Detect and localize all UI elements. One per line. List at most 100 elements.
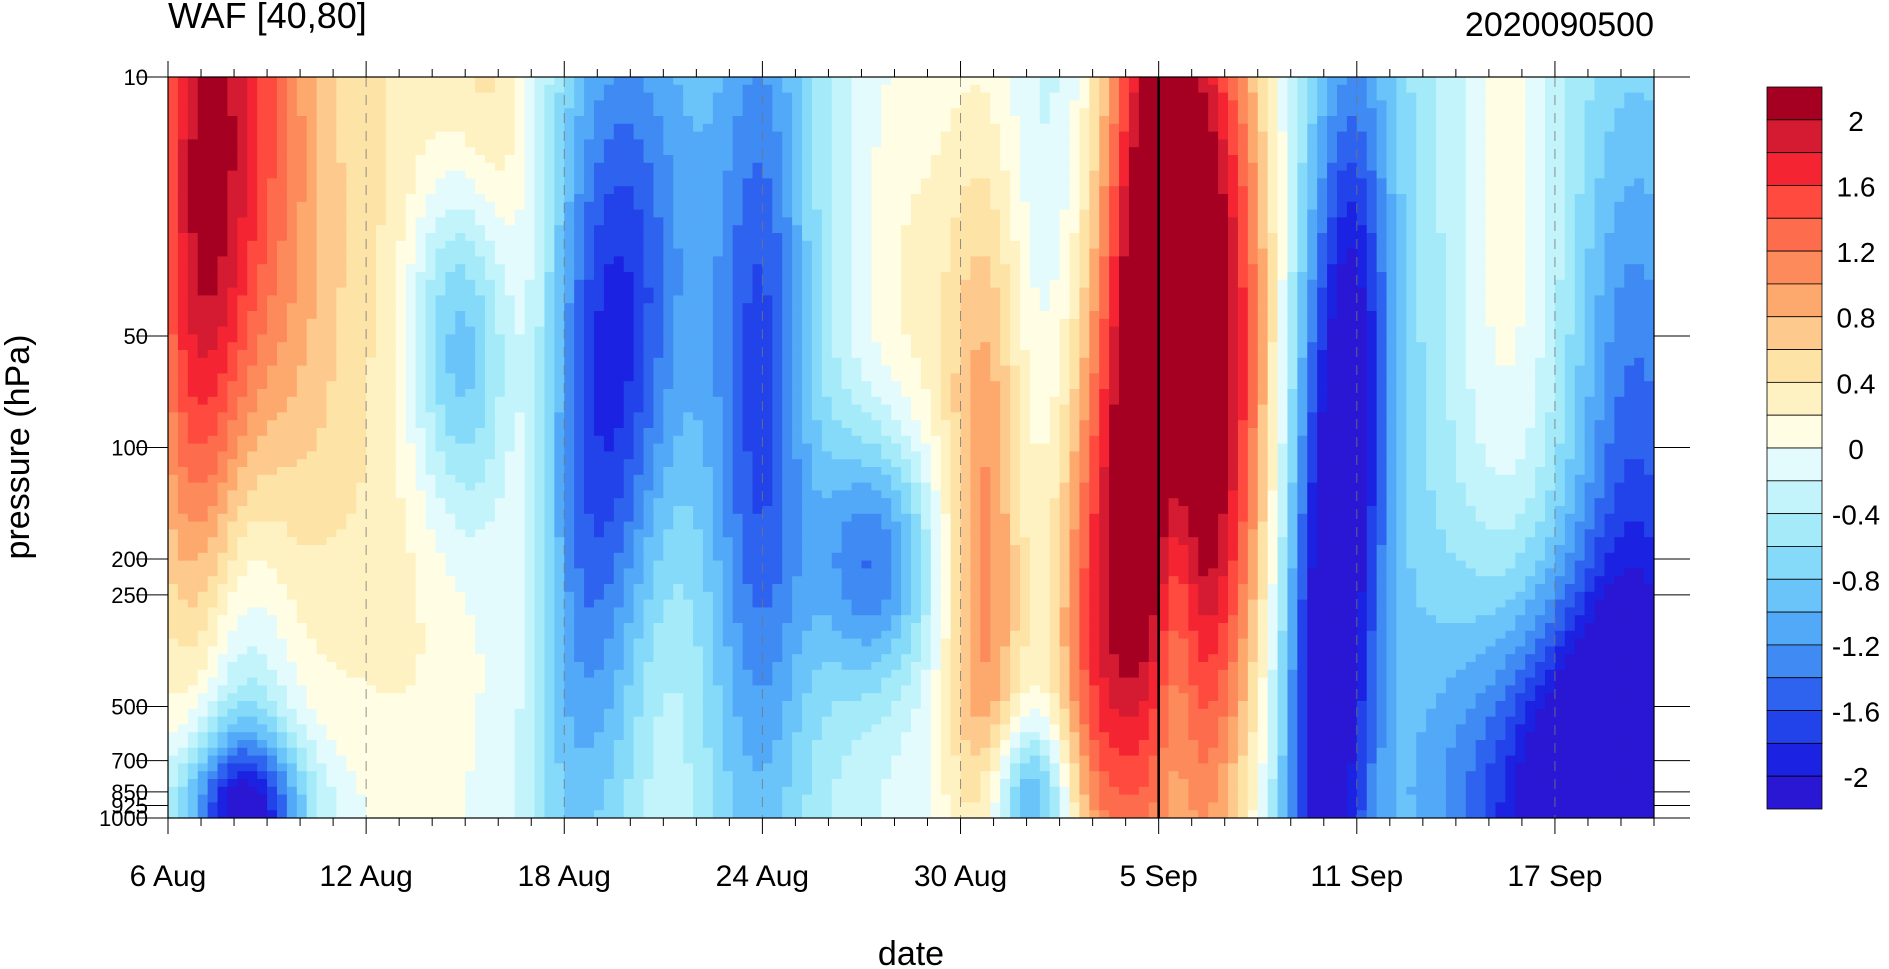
contour-cell bbox=[395, 272, 407, 281]
contour-cell bbox=[831, 311, 843, 320]
contour-cell bbox=[1445, 147, 1457, 156]
contour-cell bbox=[1624, 139, 1635, 148]
contour-cell bbox=[257, 279, 268, 289]
contour-cell bbox=[861, 186, 872, 195]
contour-cell bbox=[1485, 84, 1497, 94]
contour-cell bbox=[663, 147, 674, 156]
contour-cell bbox=[1455, 201, 1467, 211]
contour-cell bbox=[1356, 272, 1368, 281]
contour-cell bbox=[1485, 311, 1497, 320]
contour-cell bbox=[1495, 84, 1506, 94]
contour-cell bbox=[831, 186, 843, 195]
contour-cell bbox=[247, 272, 258, 281]
contour-cell bbox=[911, 100, 922, 109]
contour-cell bbox=[1366, 279, 1378, 289]
contour-cell bbox=[306, 326, 318, 335]
contour-cell bbox=[455, 178, 466, 187]
contour-cell bbox=[1198, 326, 1209, 335]
contour-cell bbox=[1178, 311, 1189, 320]
contour-cell bbox=[1247, 108, 1259, 117]
contour-cell bbox=[445, 279, 456, 289]
contour-cell bbox=[366, 201, 377, 211]
contour-cell bbox=[881, 147, 892, 156]
contour-cell bbox=[881, 201, 892, 211]
contour-cell bbox=[633, 170, 645, 179]
contour-cell bbox=[1317, 147, 1328, 156]
contour-cell bbox=[1208, 233, 1219, 242]
contour-cell bbox=[891, 279, 902, 289]
contour-cell bbox=[376, 303, 387, 312]
contour-cell bbox=[415, 256, 427, 265]
contour-cell bbox=[1237, 201, 1249, 211]
contour-cell bbox=[485, 272, 496, 281]
contour-cell bbox=[821, 162, 833, 172]
contour-cell bbox=[1436, 311, 1447, 320]
contour-cell bbox=[1574, 116, 1586, 125]
contour-cell bbox=[425, 279, 437, 289]
contour-cell bbox=[267, 162, 278, 172]
contour-cell bbox=[1366, 209, 1378, 218]
contour-cell bbox=[901, 326, 912, 335]
contour-cell bbox=[782, 256, 793, 265]
contour-cell bbox=[593, 326, 605, 335]
contour-cell bbox=[1237, 264, 1249, 273]
contour-cell bbox=[1386, 201, 1398, 211]
contour-cell bbox=[346, 295, 357, 304]
contour-cell bbox=[276, 194, 288, 203]
contour-cell bbox=[1307, 248, 1318, 257]
contour-cell bbox=[811, 116, 823, 125]
contour-cell bbox=[425, 311, 437, 320]
contour-cell bbox=[871, 162, 882, 172]
contour-cell bbox=[623, 116, 635, 125]
contour-cell bbox=[693, 139, 704, 148]
contour-cell bbox=[1317, 100, 1328, 109]
contour-cell bbox=[1356, 233, 1368, 242]
contour-cell bbox=[1029, 77, 1041, 86]
contour-cell bbox=[1198, 116, 1209, 125]
contour-cell bbox=[792, 186, 803, 195]
contour-cell bbox=[663, 155, 674, 164]
contour-cell bbox=[306, 318, 318, 328]
contour-cell bbox=[1584, 264, 1596, 273]
contour-cell bbox=[1109, 131, 1120, 140]
contour-cell bbox=[346, 201, 357, 211]
contour-cell bbox=[1089, 170, 1100, 179]
contour-cell bbox=[514, 272, 526, 281]
contour-cell bbox=[1109, 178, 1120, 187]
contour-cell bbox=[1356, 318, 1368, 328]
contour-cell bbox=[722, 264, 734, 273]
contour-cell bbox=[366, 217, 377, 226]
contour-cell bbox=[831, 201, 843, 211]
contour-cell bbox=[732, 116, 744, 125]
contour-cell bbox=[1584, 209, 1596, 218]
contour-cell bbox=[1396, 139, 1407, 148]
contour-cell bbox=[1406, 186, 1417, 195]
contour-cell bbox=[1109, 92, 1120, 101]
contour-cell bbox=[593, 209, 605, 218]
contour-cell bbox=[1198, 108, 1209, 117]
contour-cell bbox=[1356, 131, 1368, 140]
contour-cell bbox=[1168, 279, 1180, 289]
contour-cell bbox=[1386, 186, 1398, 195]
contour-cell bbox=[1297, 201, 1308, 211]
contour-cell bbox=[782, 303, 793, 312]
contour-cell bbox=[217, 233, 229, 242]
contour-cell bbox=[1168, 295, 1180, 304]
contour-cell bbox=[1505, 162, 1516, 172]
contour-cell bbox=[593, 225, 605, 234]
contour-cell bbox=[1237, 186, 1249, 195]
contour-cell bbox=[663, 209, 674, 218]
contour-cell bbox=[1257, 194, 1269, 203]
contour-cell bbox=[524, 295, 536, 304]
contour-cell bbox=[1376, 201, 1388, 211]
contour-cell bbox=[693, 248, 704, 257]
contour-cell bbox=[1465, 170, 1477, 179]
contour-cell bbox=[1237, 92, 1249, 101]
contour-cell bbox=[841, 147, 853, 156]
contour-cell bbox=[673, 225, 684, 234]
contour-cell bbox=[168, 318, 179, 328]
contour-cell bbox=[653, 225, 664, 234]
contour-cell bbox=[1069, 77, 1081, 86]
contour-cell bbox=[1297, 311, 1308, 320]
contour-cell bbox=[1158, 311, 1170, 320]
